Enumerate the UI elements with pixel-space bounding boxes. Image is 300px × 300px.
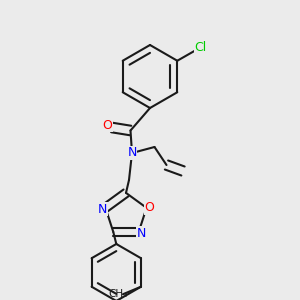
Text: O: O — [103, 118, 112, 132]
Text: N: N — [127, 146, 137, 160]
Text: N: N — [137, 227, 146, 240]
Text: N: N — [98, 203, 107, 216]
Text: CH₃: CH₃ — [108, 289, 127, 299]
Text: Cl: Cl — [195, 41, 207, 54]
Text: O: O — [145, 201, 154, 214]
